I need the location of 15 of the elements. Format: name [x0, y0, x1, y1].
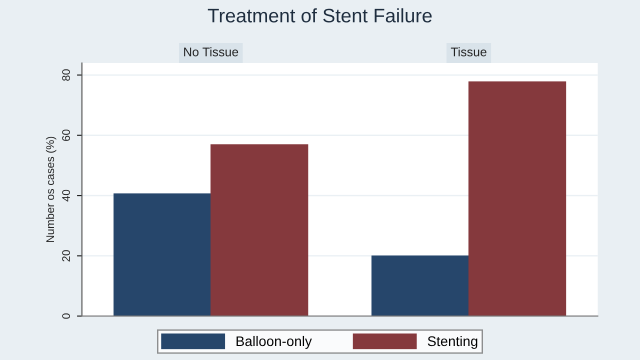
bar [371, 255, 470, 316]
bar [210, 144, 308, 316]
y-tick-label: 60 [62, 130, 70, 141]
y-tick-label: 0 [62, 313, 70, 319]
bar [114, 193, 212, 316]
y-tick-label: 80 [62, 69, 70, 81]
y-axis-title: Number os cases (%) [46, 136, 56, 242]
x-tick-label: Tissue [450, 47, 486, 56]
x-tick-label: No Tissue [184, 47, 238, 56]
legend-label: Balloon-only [236, 336, 312, 349]
chart-title: Treatment of Stent Failure [208, 8, 432, 22]
y-tick-label: 20 [62, 250, 70, 262]
y-tick-label: 40 [62, 190, 70, 202]
legend-label: Stenting [428, 336, 478, 349]
bar [468, 81, 566, 316]
